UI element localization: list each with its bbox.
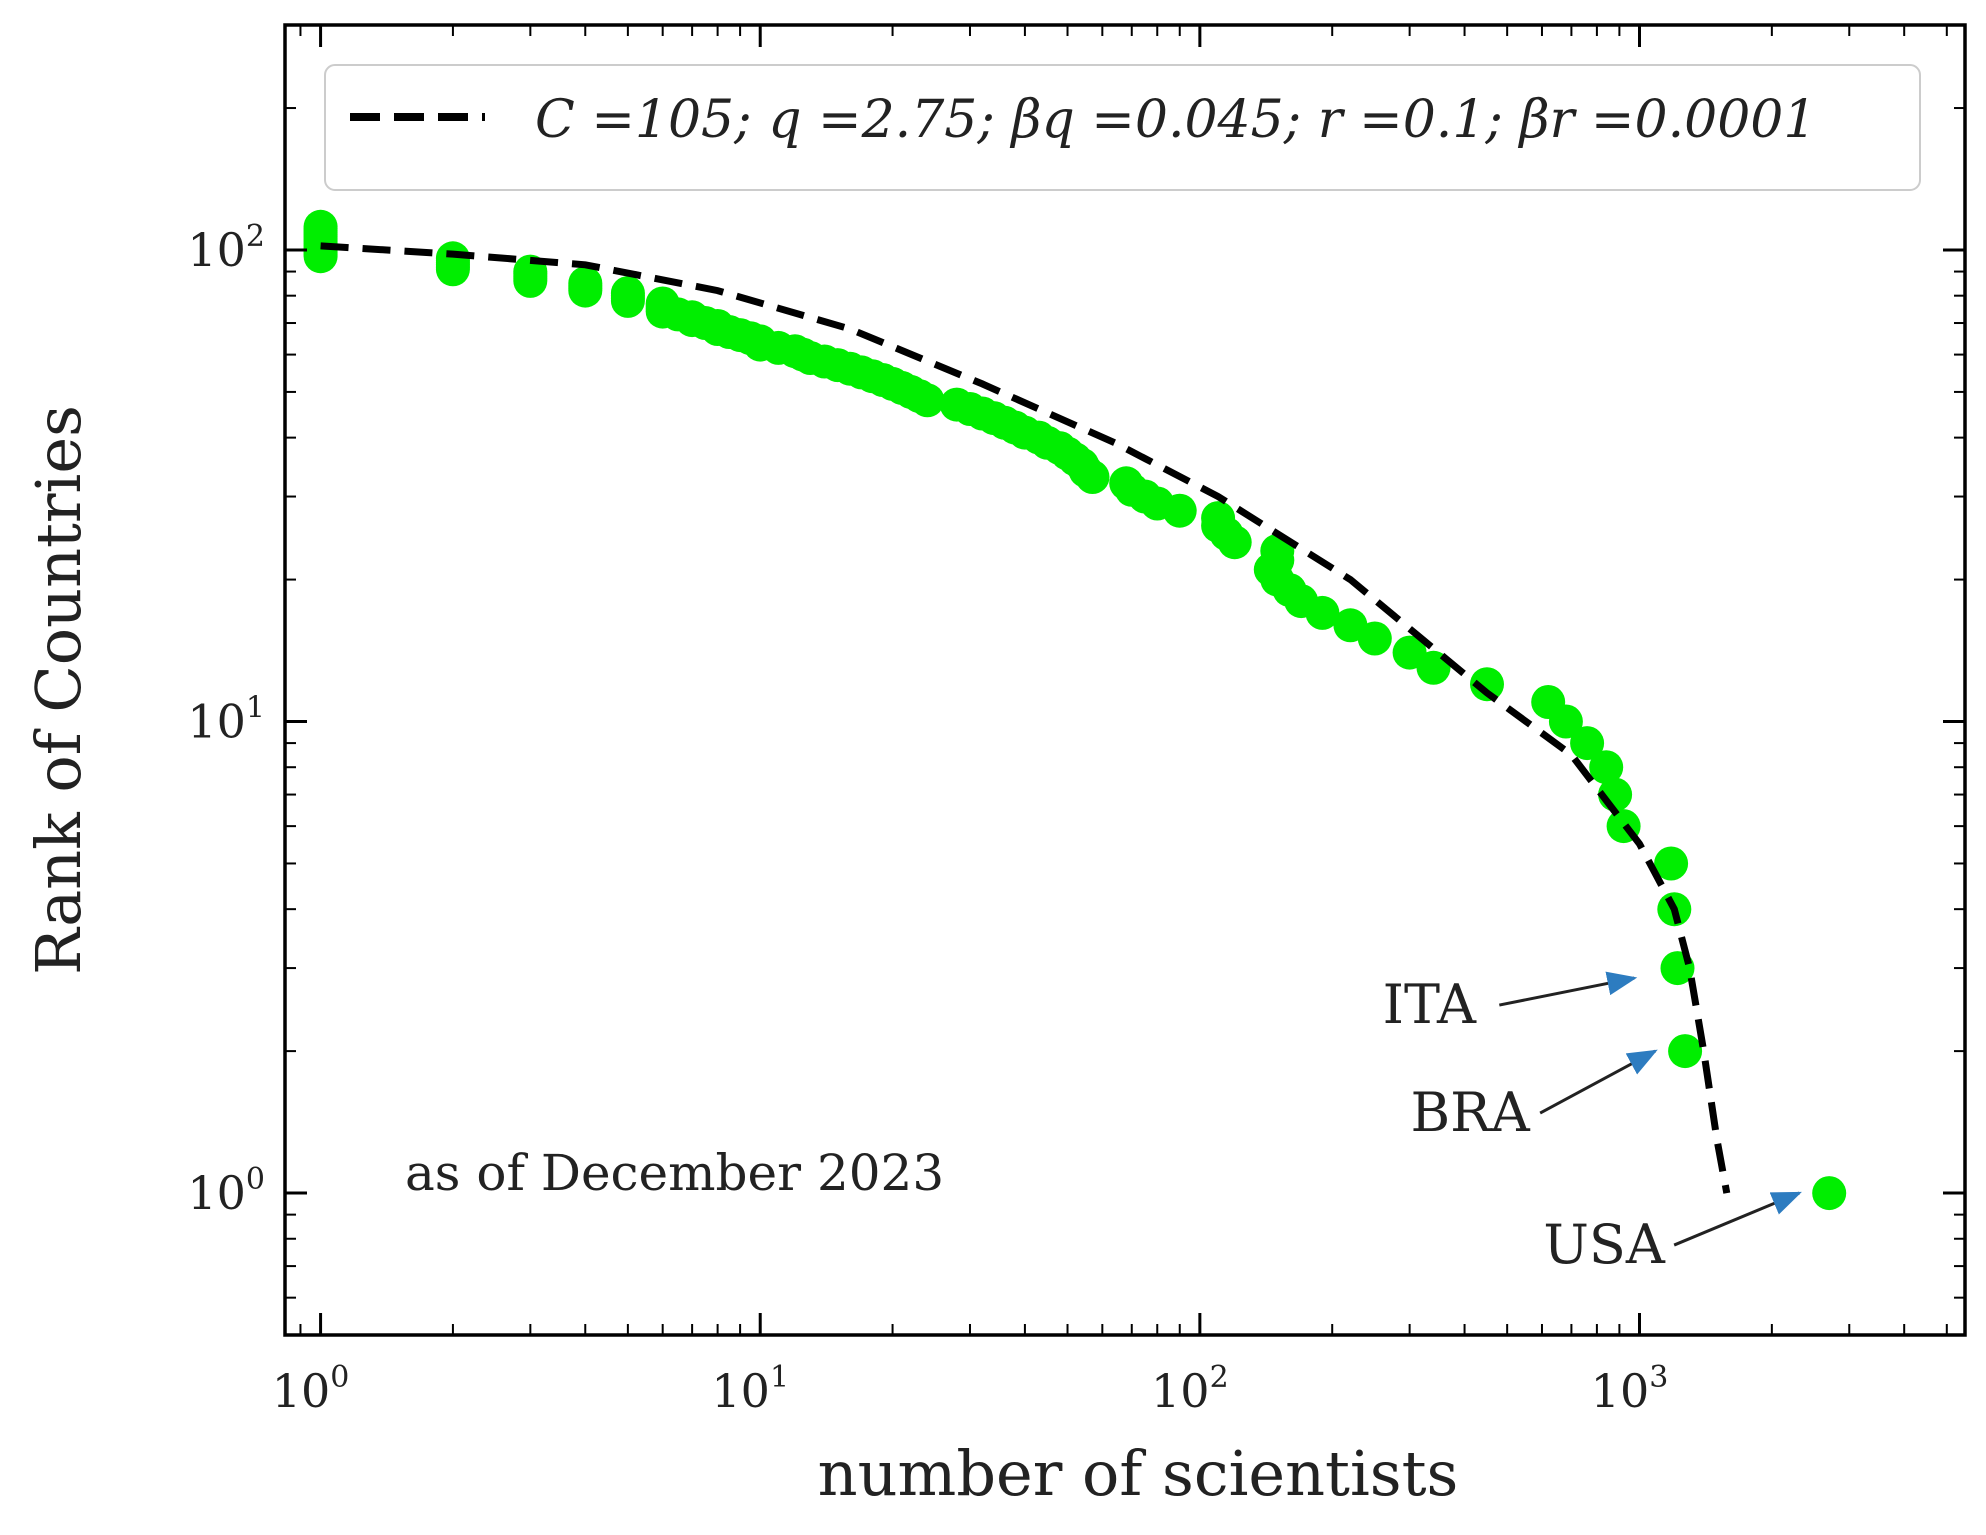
annotation-usa: USA: [1543, 1213, 1666, 1276]
x-tick-label: 103: [1591, 1360, 1669, 1418]
data-point: [1812, 1176, 1847, 1211]
annotation-arrow: [1499, 971, 1638, 1007]
data-point: [1470, 667, 1504, 702]
legend-box: [324, 64, 1921, 191]
date-note: as of December 2023: [405, 1144, 944, 1202]
y-tick-label: 101: [187, 691, 265, 749]
data-point: [1333, 608, 1368, 643]
data-point: [1668, 1034, 1703, 1069]
data-point: [1109, 466, 1144, 501]
data-point: [1570, 726, 1605, 761]
x-tick-label: 100: [272, 1360, 350, 1418]
data-point: [568, 266, 603, 301]
fit-curve: [320, 242, 1731, 1194]
data-point: [645, 286, 680, 321]
plot-frame: [283, 23, 1967, 1337]
data-point: [1654, 846, 1689, 881]
data-point: [1201, 501, 1236, 536]
data-point: [435, 241, 470, 276]
data-point: [1589, 750, 1624, 785]
tick-marks: [285, 24, 1965, 1336]
x-tick-label: 102: [1151, 1360, 1229, 1418]
y-axis-label: Rank of Countries: [22, 405, 95, 975]
annotation-arrow: [1673, 1191, 1802, 1247]
y-tick-label: 100: [187, 1162, 265, 1220]
data-point: [610, 276, 645, 311]
legend-label: C =105; q =2.75; βq =0.045; r =0.1; βr =…: [535, 90, 1816, 150]
data-point: [939, 387, 974, 422]
x-tick-label: 101: [711, 1360, 789, 1418]
data-point: [1392, 635, 1427, 670]
data-point: [1531, 685, 1566, 719]
annotation-arrow: [1539, 1049, 1658, 1115]
x-axis-label: number of scientists: [818, 1437, 1459, 1510]
annotation-bra: BRA: [1410, 1081, 1530, 1144]
annotation-ita: ITA: [1383, 973, 1477, 1036]
data-point: [303, 209, 338, 244]
y-tick-label: 102: [187, 219, 265, 277]
